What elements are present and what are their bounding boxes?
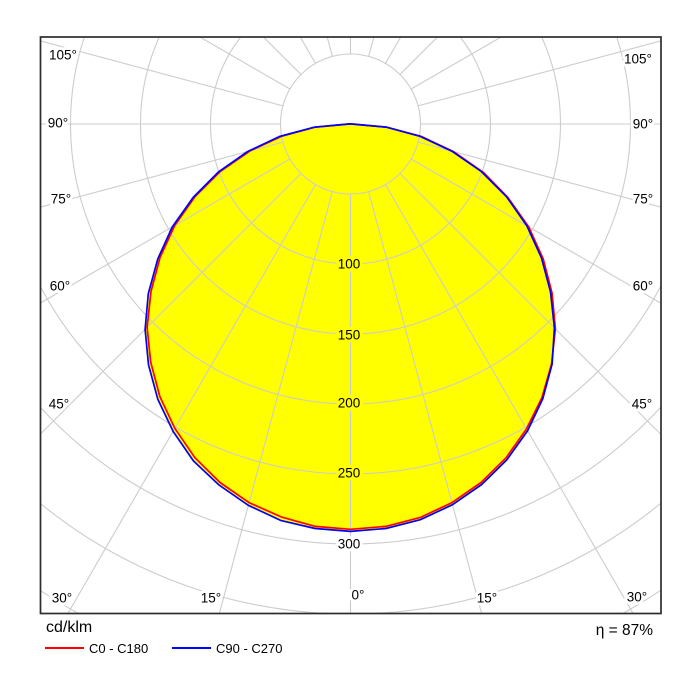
angle-label-right-90: 90° [633, 117, 653, 132]
legend-item-c0-label: C0 - C180 [89, 640, 149, 656]
angle-label-left-90: 90° [48, 116, 68, 131]
c90-c270-curve [144, 123, 556, 533]
grid-spoke-285 [41, 141, 284, 208]
angle-label-right-105: 105° [624, 52, 652, 67]
grid-spoke-240 [199, 37, 291, 90]
legend-item-c90-label: C90 - C270 [216, 640, 283, 656]
angle-label-right-75: 75° [633, 192, 653, 207]
grid-spoke-315 [41, 173, 302, 435]
angle-label-left-60: 60° [50, 279, 70, 294]
grid-spoke-255 [41, 40, 284, 107]
grid-spoke-105 [417, 40, 661, 107]
legend-item-c0: C0 - C180 [45, 639, 148, 657]
angle-label-left-75: 75° [51, 192, 71, 207]
c0-line-swatch [45, 646, 84, 650]
legend-item-c90: C90 - C270 [172, 639, 282, 657]
grid-spoke-345 [218, 191, 333, 613]
diagram-frame [39, 36, 662, 615]
angle-label-left-45: 45° [49, 397, 69, 412]
angle-label-left-105: 105° [49, 48, 77, 63]
angle-label-0: 0° [352, 588, 365, 603]
grid-spoke-195 [326, 37, 333, 57]
radial-label-250: 250 [338, 466, 361, 481]
angle-label-left-30: 30° [52, 591, 72, 606]
radial-label-300: 300 [338, 537, 361, 552]
grid-spoke-300 [41, 158, 291, 304]
tick-labels: 105° 105° 90° 90° 75° 75° 60° 60° 45° 45° 30° 30° 15… [45, 45, 656, 609]
radial-label-150: 150 [338, 328, 361, 343]
curve-legend: C0 - C180 C90 - C270 [45, 639, 365, 657]
angle-label-right-30: 30° [627, 590, 647, 605]
efficiency-label: η = 87% [595, 622, 653, 639]
c90-line-swatch [172, 646, 211, 650]
radial-label-200: 200 [338, 396, 361, 411]
angle-label-right-60: 60° [633, 279, 653, 294]
grid-spoke-165 [368, 37, 375, 57]
grid-spoke-60 [410, 158, 661, 304]
grid-spoke-15 [368, 191, 483, 613]
grid-spoke-75 [417, 141, 661, 208]
angle-label-right-15: 15° [477, 591, 497, 606]
unit-label: cd/klm [46, 619, 93, 636]
radial-label-100: 100 [338, 257, 361, 272]
grid-spoke-120 [410, 37, 502, 90]
grid-spoke-45 [399, 173, 661, 435]
angle-label-left-15: 15° [201, 591, 221, 606]
angle-label-right-45: 45° [632, 397, 652, 412]
